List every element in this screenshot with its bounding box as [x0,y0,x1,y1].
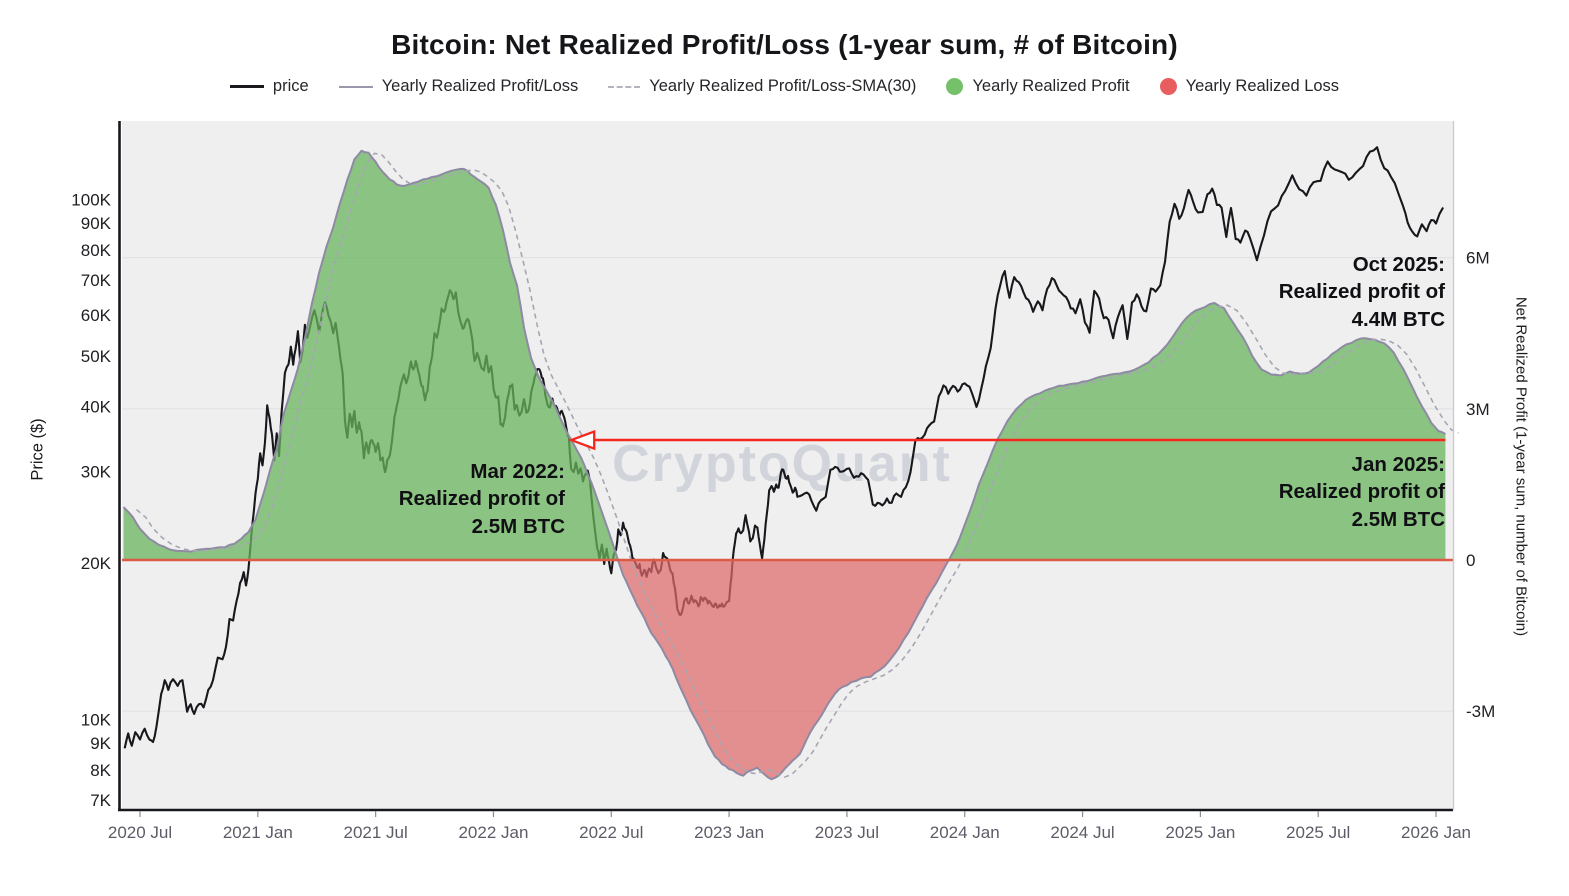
legend-label: Yearly Realized Profit/Loss [381,77,579,95]
x-tick-label: 2022 Jan [458,823,528,842]
annotation-line: 2.5M BTC [471,514,565,538]
right-tick-label: 3M [1466,400,1490,419]
left-tick-label: 50K [81,347,112,366]
annotation-line: Realized profit of [398,487,565,511]
x-tick-label: 2023 Jan [694,823,764,842]
left-tick-label: 40K [81,397,112,416]
annotation-line: Mar 2022: [470,460,565,483]
annotation-line: Jan 2025: [1351,453,1445,476]
annotation-line: Realized profit of [1278,280,1445,304]
annotation-line: 4.4M BTC [1351,307,1445,331]
x-tick-label: 2021 Jan [223,823,293,842]
legend-item-profit: Yearly Realized Profit [946,77,1130,96]
x-tick-label: 2022 Jul [579,823,643,842]
loss-dot-icon [1159,78,1177,95]
left-tick-label: 9K [90,734,111,753]
x-tick-label: 2020 Jul [108,823,172,842]
right-tick-label: -3M [1466,702,1495,721]
annotation-line: Oct 2025: [1352,253,1445,276]
legend-item-price: price [229,77,309,96]
profit-dot-icon [946,78,964,95]
chart-title: Bitcoin: Net Realized Profit/Loss (1-yea… [391,29,1178,60]
x-tick-label: 2025 Jul [1286,823,1350,842]
annotation-line: 2.5M BTC [1351,507,1445,531]
left-tick-label: 30K [81,462,112,481]
left-tick-label: 60K [81,306,112,325]
annotation-oct-2025: Oct 2025: Realized profit of 4.4M BTC [1279,251,1445,333]
realized-pl-outline [122,149,1446,781]
legend-item-loss: Yearly Realized Loss [1159,77,1340,96]
legend: price Yearly Realized Profit/Loss Yearly… [0,77,1569,96]
annotation-jan-2025: Jan 2025: Realized profit of 2.5M BTC [1279,451,1445,533]
left-tick-label: 70K [81,271,112,290]
left-tick-label: 10K [81,710,112,729]
x-tick-label: 2025 Jan [1165,823,1235,842]
left-tick-label: 100K [71,190,111,209]
left-tick-label: 80K [81,241,112,260]
watermark: CryptoQuant [612,435,952,493]
left-tick-label: 8K [90,761,111,780]
price-line-swatch-icon [229,85,264,88]
legend-item-sma: Yearly Realized Profit/Loss-SMA(30) [608,77,916,96]
right-tick-label: 6M [1466,249,1490,268]
profit-area [123,150,1446,561]
left-tick-label: 20K [81,554,112,573]
left-axis-title: Price ($) [28,418,47,481]
right-axis-title: Net Realized Profit (1-year sum, number … [1512,296,1530,637]
right-tick-label: 0 [1466,551,1475,570]
loss-area [123,560,1446,780]
x-tick-label: 2026 Jan [1401,823,1471,842]
left-tick-label: 7K [90,791,111,810]
sma-dashed-swatch-icon [608,85,641,88]
legend-label: Yearly Realized Profit [972,77,1130,95]
x-tick-label: 2024 Jan [930,823,1000,842]
annotation-line: Realized profit of [1278,480,1445,504]
left-tick-label: 90K [81,214,112,233]
x-tick-label: 2024 Jul [1050,823,1114,842]
legend-item-realized-pl: Yearly Realized Profit/Loss [338,77,579,96]
sma-line [135,152,1459,778]
annotation-arrow-head [567,429,596,451]
legend-label: Yearly Realized Loss [1185,77,1340,95]
x-tick-label: 2021 Jul [343,823,407,842]
x-tick-label: 2023 Jul [815,823,879,842]
annotation-mar-2022: Mar 2022: Realized profit of 2.5M BTC [399,458,565,540]
realized-pl-line-swatch-icon [338,85,373,88]
legend-label: Yearly Realized Profit/Loss-SMA(30) [649,77,917,95]
legend-label: price [272,77,309,95]
